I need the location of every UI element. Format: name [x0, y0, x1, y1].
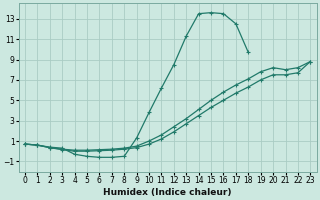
X-axis label: Humidex (Indice chaleur): Humidex (Indice chaleur) — [103, 188, 232, 197]
